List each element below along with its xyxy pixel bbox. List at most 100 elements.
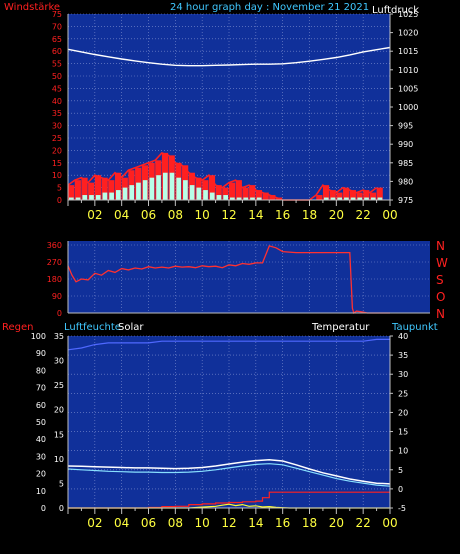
gust-bar [176,177,182,200]
temperature-axis-label: Temperatur [311,322,370,333]
wind-bar [229,182,236,200]
wind-bar [363,190,370,200]
gust-bar [330,197,336,200]
rain-tick-label: 30 [36,452,46,461]
rain-tick-label: 50 [36,418,46,427]
gust-bar [129,185,135,200]
wind-bar [81,177,88,200]
temperature-tick-label: 25 [398,389,408,398]
wind-tick-label: 45 [52,84,62,93]
wind-tick-label: 40 [52,97,62,106]
direction-tick-label: 90 [52,292,62,301]
x-tick-label: 14 [248,516,263,530]
solar-axis-label: Solar [118,322,144,333]
dewpoint-line [67,463,391,487]
humidity-axis-label: Luftfeuchte [64,322,121,333]
x-tick-label: 10 [195,208,210,222]
gust-bar [364,197,369,200]
compass-label: S [436,273,444,287]
temperature-tick-label: 5 [398,466,403,475]
rain-y-tick-labels: 0 10 20 30 40 50 60 70 80 90 100 [31,332,46,513]
graph-title: 24 hour graph day : November 21 2021 [170,2,369,13]
temperature-tick-label: 20 [398,408,408,417]
wind-bar [222,187,229,200]
humidity-line [67,338,390,351]
gust-bar [102,192,108,200]
direction-tick-label: 270 [47,258,62,267]
temperature-tick-label: 0 [398,485,403,494]
pressure-tick-label: 1025 [398,10,418,19]
humidity-tick-label: 35 [54,332,64,341]
temperature-tick-label: 10 [398,447,408,456]
gust-bar [142,180,148,200]
pressure-y-tick-labels: 975 980 985 990 995 1000 1005 1010 1015 1020 1025 [390,10,418,205]
rain-tick-label: 60 [36,401,46,410]
compass-label: N [436,239,445,253]
temperature-tick-label: 40 [398,332,408,341]
wind-bar [108,180,115,200]
humidity-y-tick-labels: 0 5 10 15 20 25 30 35 [54,332,64,513]
x-tick-label: 22 [356,516,371,530]
x-tick-label: 06 [141,516,156,530]
temperature-tick-label: 35 [398,351,408,360]
wind-bar [94,175,102,200]
humidity-tick-label: 25 [54,381,64,390]
gust-bar [209,192,215,200]
gust-bar [75,197,81,200]
humidity-tick-label: 20 [54,406,64,415]
pressure-tick-label: 1020 [398,29,418,38]
rain-tick-label: 100 [31,332,46,341]
gust-bar [136,182,141,200]
gust-bar [115,190,121,200]
pressure-tick-label: 990 [398,140,413,149]
wind-tick-label: 55 [52,60,62,69]
humidity-tick-label: 10 [54,455,64,464]
pressure-tick-label: 985 [398,159,413,168]
gust-bar [95,195,101,200]
temperature-tick-label: 30 [398,370,408,379]
humidity-tick-label: 15 [54,430,64,439]
pressure-tick-label: 995 [398,122,413,131]
gust-bar [216,195,222,200]
wind-bar [88,182,95,200]
wind-bar [255,190,263,200]
wind-bar [269,195,276,200]
x-tick-label: 18 [302,516,317,530]
x-tick-label: 20 [329,516,344,530]
wind-tick-label: 30 [52,122,62,131]
x-tick-label: 02 [87,208,102,222]
gust-bar [256,197,262,200]
gust-bar [69,197,74,200]
wind-bar [242,187,249,200]
wind-tick-label: 35 [52,109,62,118]
wind-bar [208,175,216,200]
rain-line [68,491,390,509]
gust-bar [243,197,249,200]
wind-tick-label: 10 [52,171,62,180]
x-tick-label: 10 [195,516,210,530]
wind-tick-label: 50 [52,72,62,81]
wind-bar [336,192,343,200]
pressure-tick-label: 980 [398,177,413,186]
x-tick-label: 00 [382,516,397,530]
gust-bar [169,172,175,200]
wind-bar [262,192,269,200]
wind-bar [68,185,75,200]
gust-bar [196,187,202,200]
wind-bar [376,187,383,200]
x-tick-label: 08 [168,208,183,222]
wind-tick-label: 25 [52,134,62,143]
wind-bar [114,172,122,200]
compass-label: W [436,256,448,270]
wind-y-tick-labels: 0 5 10 15 20 25 30 35 40 45 50 55 60 65 70 75 [52,10,62,205]
x-tick-label: 16 [275,208,290,222]
wind-line [67,151,378,201]
temperature-plot-area [68,336,390,508]
compass-label: N [436,307,445,321]
wind-bar [369,192,377,200]
x-tick-label: 12 [221,208,236,222]
